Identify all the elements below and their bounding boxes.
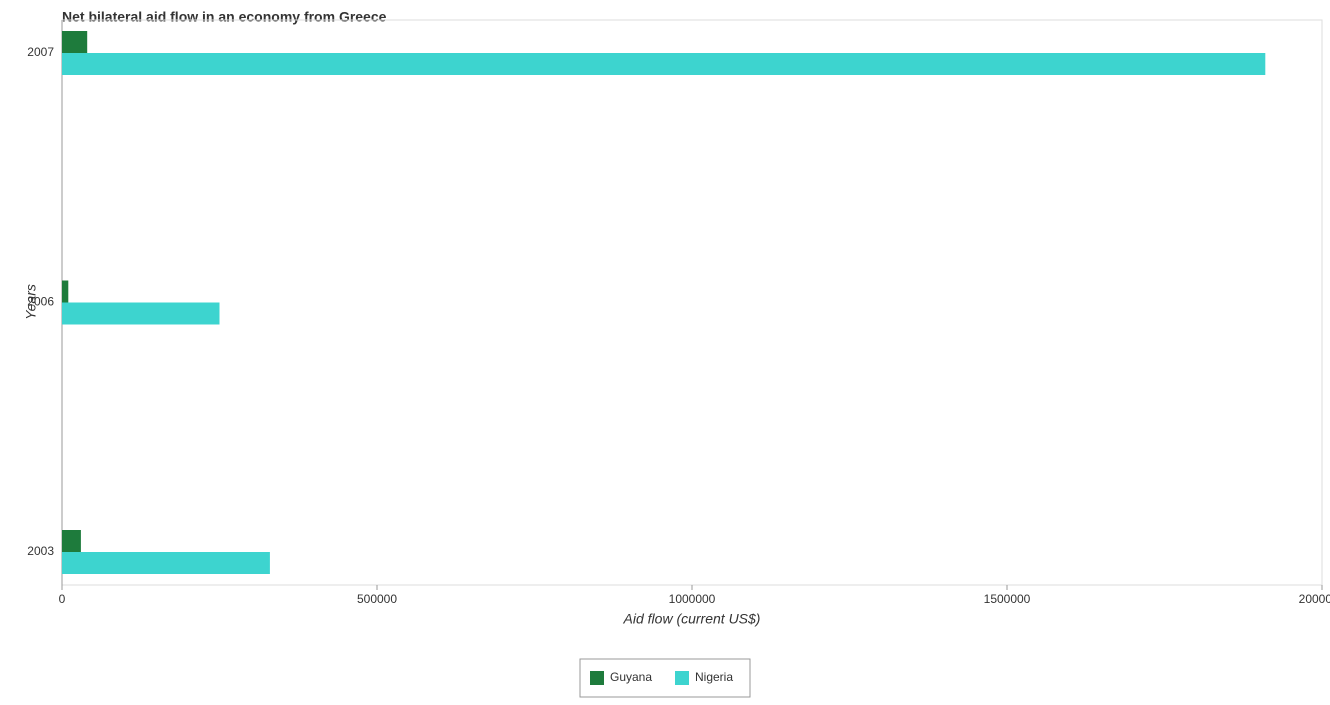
x-tick-label: 0 xyxy=(59,592,66,606)
legend-box xyxy=(579,658,751,698)
legend-label: Nigeria xyxy=(695,670,733,684)
x-tick-label: 1000000 xyxy=(669,592,716,606)
legend-label: Guyana xyxy=(610,670,652,684)
y-tick-label: 2006 xyxy=(27,295,54,309)
y-axis-title: Years xyxy=(23,284,39,320)
bar xyxy=(62,302,220,325)
x-tick-label: 500000 xyxy=(357,592,397,606)
legend-swatch xyxy=(675,671,689,685)
plot-area xyxy=(61,19,1323,586)
y-tick-label: 2003 xyxy=(27,544,54,558)
bar xyxy=(62,552,270,574)
chart-title: Net bilateral aid flow in an economy fro… xyxy=(62,9,387,25)
x-tick-label: 1500000 xyxy=(984,592,1031,606)
bar xyxy=(62,280,69,303)
bar xyxy=(62,53,1266,75)
x-tick-label: 2000000 xyxy=(1299,592,1330,606)
bar xyxy=(62,31,88,53)
legend-swatch xyxy=(590,671,604,685)
y-tick-label: 2007 xyxy=(27,45,54,59)
bar xyxy=(62,530,81,552)
x-axis-title: Aid flow (current US$) xyxy=(623,611,761,627)
